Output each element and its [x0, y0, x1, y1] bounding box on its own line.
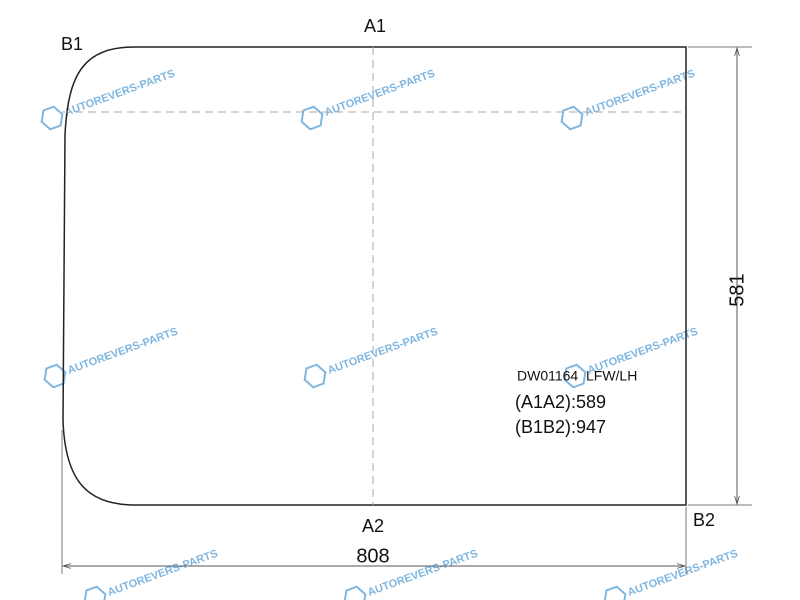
point-label: A2	[362, 516, 384, 536]
a1a2-size: (A1A2):589	[515, 392, 606, 412]
watermark: AUTOREVERS-PARTS	[560, 68, 696, 131]
point-label: B1	[61, 34, 83, 54]
watermark-logo	[603, 585, 627, 600]
glass-outline	[62, 46, 687, 506]
watermark: AUTOREVERS-PARTS	[40, 68, 176, 131]
b1b2-size: (B1B2):947	[515, 417, 606, 437]
watermark-text: AUTOREVERS-PARTS	[106, 548, 219, 599]
watermark: AUTOREVERS-PARTS	[603, 548, 739, 600]
watermark: AUTOREVERS-PARTS	[83, 548, 219, 600]
watermark-logo	[43, 363, 67, 389]
watermark-text: AUTOREVERS-PARTS	[626, 548, 739, 599]
watermarks: AUTOREVERS-PARTS AUTOREVERS-PARTS AUTOREVE…	[40, 68, 739, 600]
watermark: AUTOREVERS-PARTS	[300, 68, 436, 131]
watermark-logo	[563, 363, 587, 389]
height-dimension: 581	[726, 273, 748, 306]
watermark-logo	[300, 105, 324, 131]
watermark-logo	[303, 363, 327, 389]
watermark-logo	[40, 105, 64, 131]
watermark: AUTOREVERS-PARTS	[43, 326, 179, 389]
watermark-text: AUTOREVERS-PARTS	[326, 326, 439, 377]
watermark: AUTOREVERS-PARTS	[303, 326, 439, 389]
watermark-text: AUTOREVERS-PARTS	[323, 68, 436, 119]
watermark-logo	[343, 585, 367, 600]
watermark-logo	[83, 585, 107, 600]
point-label: A1	[364, 16, 386, 36]
part-code: DW01164 LFW/LH	[517, 368, 637, 384]
point-label: B2	[693, 510, 715, 530]
watermark-logo	[560, 105, 584, 131]
watermark-text: AUTOREVERS-PARTS	[66, 326, 179, 377]
watermark-text: AUTOREVERS-PARTS	[583, 68, 696, 119]
watermark-text: AUTOREVERS-PARTS	[63, 68, 176, 119]
width-dimension: 808	[356, 545, 389, 567]
